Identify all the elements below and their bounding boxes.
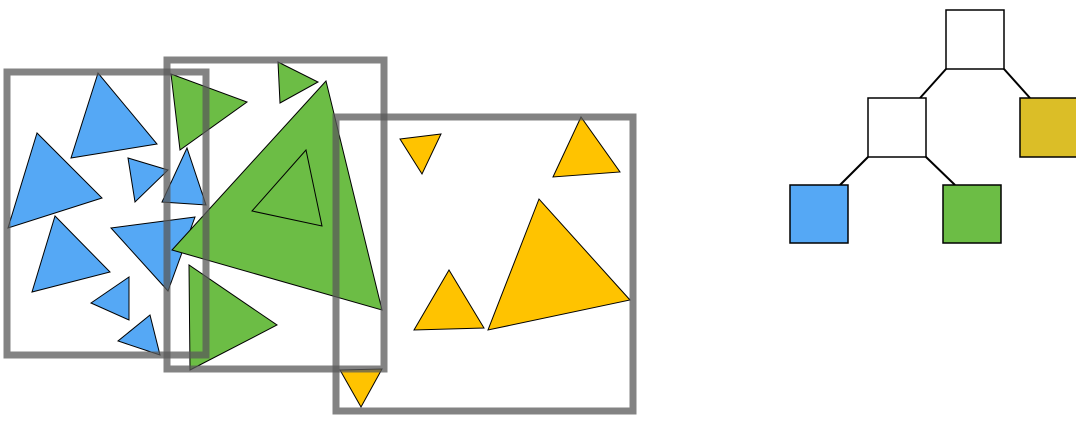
green-triangle-inner	[251, 148, 323, 227]
tree	[789, 9, 1076, 244]
blue-triangle	[70, 71, 158, 159]
blue-triangle	[109, 216, 196, 292]
blue-triangle	[89, 276, 130, 321]
yellow-triangle	[399, 133, 442, 176]
blue-triangle	[31, 215, 111, 293]
yellow-triangle	[487, 198, 631, 331]
blue-triangle	[127, 157, 169, 204]
tree-edge	[919, 68, 947, 99]
yellow-triangle	[413, 269, 485, 331]
yellow-triangles	[339, 116, 631, 409]
blue-triangle	[161, 146, 207, 206]
internal-node	[867, 97, 927, 158]
yellow-triangle	[552, 116, 621, 178]
tree-edge	[925, 156, 956, 186]
yellow-leaf-node	[1019, 97, 1076, 158]
green-triangle	[277, 61, 320, 104]
green-leaf-node	[942, 184, 1002, 244]
blue-triangle	[7, 132, 103, 229]
green-triangles	[170, 61, 383, 371]
root-node	[945, 9, 1005, 70]
blue-triangles	[7, 71, 207, 356]
blue-bounding-box	[3, 68, 210, 359]
yellow-bounding-box	[332, 113, 637, 415]
tree-edge	[1003, 68, 1031, 99]
bounding-boxes	[3, 56, 637, 415]
tree-edge	[839, 156, 869, 186]
yellow-triangle	[339, 368, 383, 409]
blue-leaf-node	[789, 184, 849, 244]
green-triangle	[188, 264, 278, 371]
green-bounding-box	[163, 56, 388, 373]
blue-triangle	[116, 314, 161, 356]
